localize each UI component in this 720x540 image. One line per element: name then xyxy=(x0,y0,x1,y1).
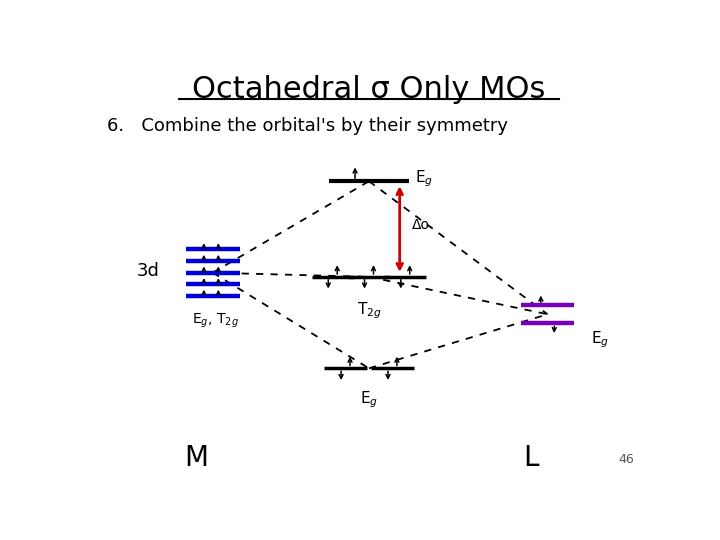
Text: E$_g$: E$_g$ xyxy=(360,389,378,410)
Text: L: L xyxy=(523,444,539,472)
Text: 6.   Combine the orbital's by their symmetry: 6. Combine the orbital's by their symmet… xyxy=(107,117,508,135)
Text: T$_{2g}$: T$_{2g}$ xyxy=(356,301,382,321)
Text: E$_g$: E$_g$ xyxy=(415,169,433,190)
Text: E$_g$: E$_g$ xyxy=(591,329,609,349)
Text: Δo: Δo xyxy=(412,218,430,232)
Text: M: M xyxy=(184,444,208,472)
Text: E$_{g}$, T$_{2g}$: E$_{g}$, T$_{2g}$ xyxy=(192,312,239,329)
Text: 3d: 3d xyxy=(137,261,160,280)
Text: Octahedral σ Only MOs: Octahedral σ Only MOs xyxy=(192,75,546,104)
Text: 46: 46 xyxy=(618,453,634,466)
